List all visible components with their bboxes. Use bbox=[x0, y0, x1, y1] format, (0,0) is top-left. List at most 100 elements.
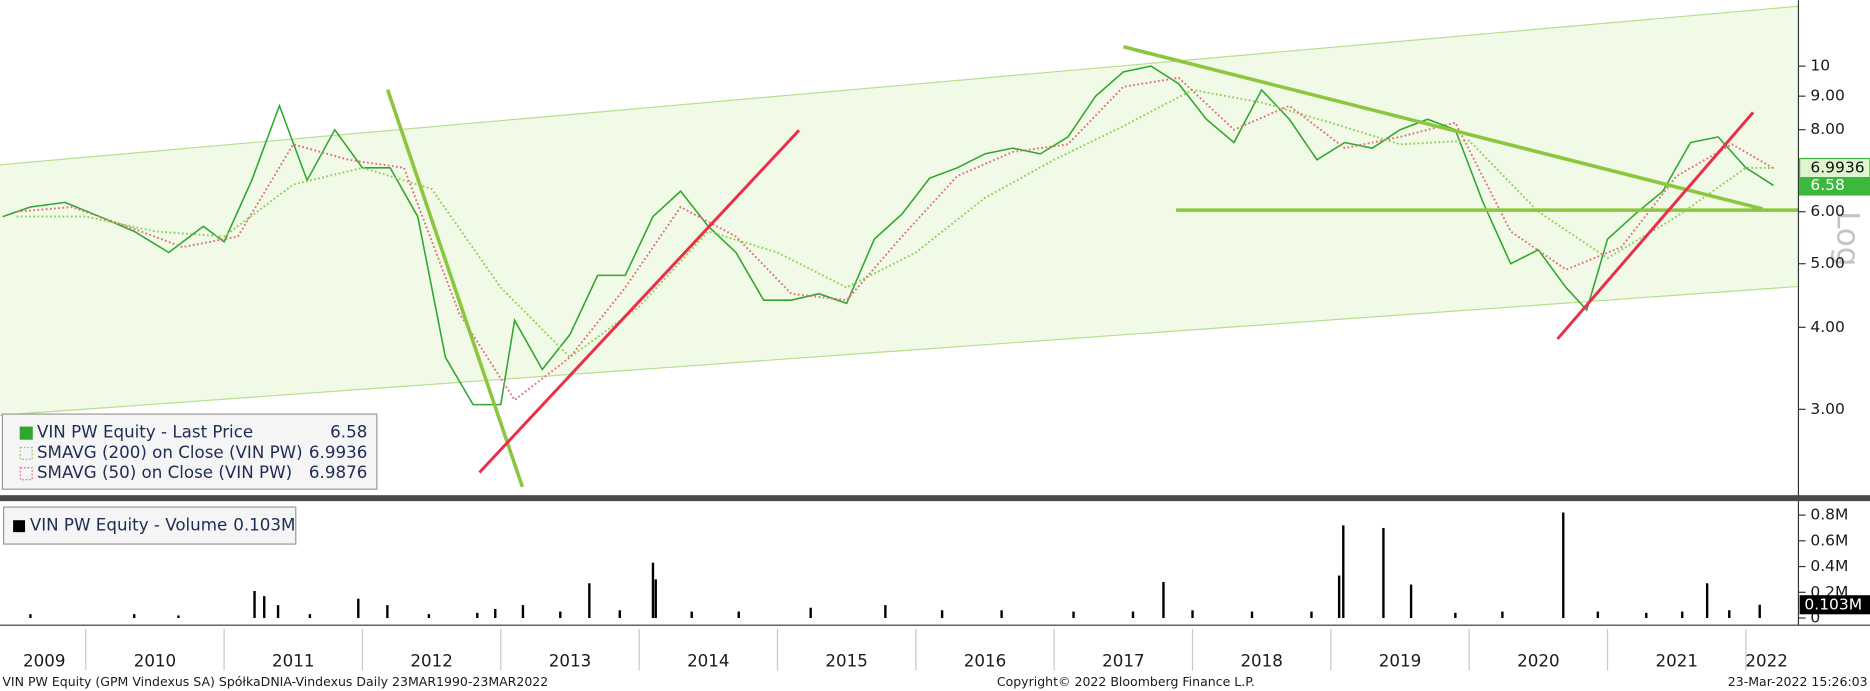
x-tick-label: 2016 bbox=[964, 652, 1006, 671]
volume-bar bbox=[476, 612, 479, 619]
volume-bar bbox=[308, 614, 312, 619]
y-tick-label: 0.8M bbox=[1810, 506, 1848, 524]
volume-bar bbox=[588, 583, 591, 619]
y-tick-label: 0.4M bbox=[1810, 557, 1848, 575]
volume-bar bbox=[1562, 512, 1565, 619]
y-tick-label: 0 bbox=[1810, 609, 1820, 627]
plot-area bbox=[2, 65, 1774, 619]
legend-label: SMAVG (200) on Close (VIN PW) bbox=[37, 443, 303, 462]
legend-value: 6.58 bbox=[330, 423, 367, 442]
volume-bar bbox=[1596, 611, 1600, 619]
legend-label: VIN PW Equity - Volume bbox=[30, 516, 227, 535]
volume-bar bbox=[1072, 611, 1075, 619]
legend-marker bbox=[19, 467, 33, 481]
volume-bar bbox=[618, 610, 621, 619]
legend-value: 6.9936 bbox=[309, 443, 367, 462]
volume-bar bbox=[1131, 611, 1135, 619]
volume-bar bbox=[263, 596, 266, 619]
volume-legend: VIN PW Equity - Volume 0.103M bbox=[2, 506, 297, 545]
legend-box bbox=[2, 506, 297, 545]
volume-bar bbox=[1250, 611, 1254, 619]
panel-divider bbox=[0, 495, 1870, 502]
trendline bbox=[1556, 111, 1755, 340]
y-tick-label: 3.00 bbox=[1810, 400, 1845, 418]
legend-label: VIN PW Equity - Last Price bbox=[37, 423, 253, 442]
channel-top bbox=[0, 5, 1799, 166]
price-legend: VIN PW Equity - Last Price 6.58 SMAVG (200… bbox=[1, 413, 378, 490]
legend-box bbox=[1, 413, 378, 490]
last-value-badge bbox=[1799, 595, 1870, 615]
volume-bar bbox=[940, 610, 944, 619]
trendline bbox=[1122, 45, 1764, 211]
x-tick-label: 2015 bbox=[825, 652, 867, 671]
footer-right: 23-Mar-2022 15:26:03 bbox=[1728, 674, 1868, 689]
volume-bar bbox=[427, 614, 431, 619]
channel bbox=[0, 6, 1799, 416]
volume-bar bbox=[1342, 525, 1345, 619]
x-tick-label: 2009 bbox=[23, 652, 65, 671]
legend-value: 0.103M bbox=[233, 516, 295, 535]
volume-bar bbox=[1645, 612, 1648, 619]
volume-bar bbox=[1681, 611, 1684, 619]
volume-bar bbox=[1191, 610, 1194, 619]
last-value-label: 6.58 bbox=[1810, 176, 1845, 194]
x-tick-label: 2019 bbox=[1379, 652, 1421, 671]
volume-bar bbox=[1337, 575, 1341, 619]
volume-bar bbox=[276, 605, 280, 619]
volume-bar bbox=[253, 590, 256, 619]
y-tick-label: 6.00 bbox=[1810, 202, 1845, 220]
legend-marker bbox=[13, 520, 26, 533]
last-value-label: 0.103M bbox=[1804, 595, 1862, 613]
trendline bbox=[385, 89, 525, 488]
volume-bar bbox=[559, 611, 562, 619]
volume-bar bbox=[1000, 610, 1003, 619]
volume-bar bbox=[690, 611, 693, 619]
x-tick-label: 2012 bbox=[410, 652, 452, 671]
volume-bar bbox=[1454, 612, 1457, 619]
volume-bar bbox=[29, 614, 32, 619]
volume-bar bbox=[651, 562, 655, 619]
last-value-badge bbox=[1799, 157, 1870, 179]
volume-bar bbox=[654, 579, 657, 619]
series-line bbox=[2, 65, 1774, 406]
volume-bar bbox=[737, 611, 740, 619]
volume-bar bbox=[809, 607, 812, 619]
x-tick-label: 2017 bbox=[1102, 652, 1144, 671]
y-tick-label: 5.00 bbox=[1810, 254, 1845, 272]
y-tick-label: 0.6M bbox=[1810, 531, 1848, 549]
volume-bar bbox=[884, 605, 887, 619]
trendline bbox=[478, 129, 801, 474]
trendlines bbox=[385, 45, 1799, 488]
axis-label: Log bbox=[1830, 211, 1866, 266]
series-line bbox=[16, 76, 1774, 402]
y-tick-label: 8.00 bbox=[1810, 120, 1845, 138]
volume-bar bbox=[1728, 610, 1731, 619]
footer-center: Copyright© 2022 Bloomberg Finance L.P. bbox=[997, 674, 1255, 689]
series-line bbox=[16, 88, 1774, 359]
y-tick-label: 10 bbox=[1810, 57, 1830, 75]
x-tick-label: 2018 bbox=[1240, 652, 1282, 671]
x-tick-label: 2010 bbox=[134, 652, 176, 671]
x-tick-label: 2011 bbox=[272, 652, 314, 671]
volume-bar bbox=[1382, 527, 1385, 619]
legend-value: 6.9876 bbox=[309, 463, 367, 482]
volume-bar bbox=[521, 605, 525, 619]
x-tick-label: 2022 bbox=[1745, 652, 1787, 671]
volume-bar bbox=[1705, 583, 1709, 619]
volume-bar bbox=[1310, 611, 1313, 619]
legend-marker bbox=[19, 446, 33, 460]
volume-bar bbox=[1409, 584, 1413, 619]
volume-bar bbox=[357, 598, 360, 619]
x-tick-label: 2021 bbox=[1655, 652, 1697, 671]
x-tick-label: 2020 bbox=[1517, 652, 1559, 671]
volume-bar bbox=[494, 609, 497, 619]
volume-bar bbox=[1501, 611, 1504, 619]
volume-bar bbox=[132, 614, 136, 619]
legend-marker bbox=[19, 426, 33, 440]
volume-bar bbox=[177, 615, 180, 619]
y-tick-label: 4.00 bbox=[1810, 318, 1845, 336]
footer-left: VIN PW Equity (GPM Vindexus SA) SpółkaDN… bbox=[2, 674, 548, 689]
volume-bar bbox=[1162, 581, 1165, 619]
